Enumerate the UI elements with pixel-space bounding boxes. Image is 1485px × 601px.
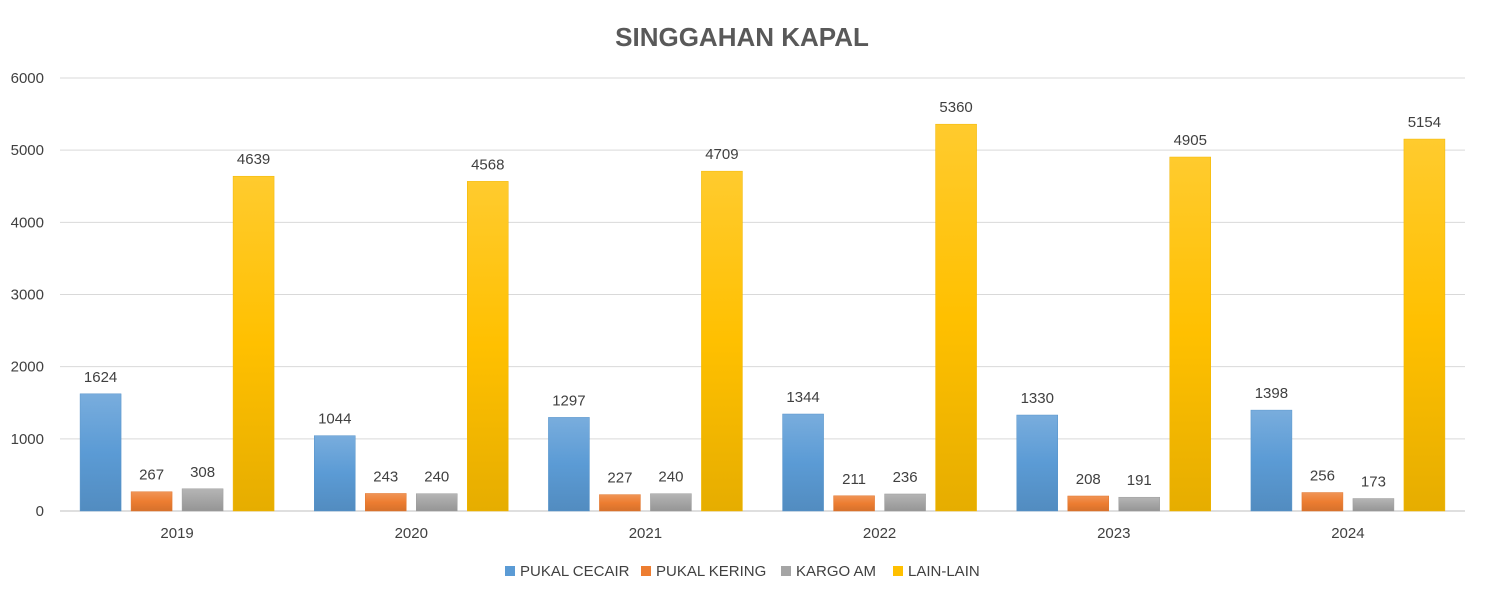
data-label: 240 [658,469,683,486]
bar-pukal-kering-2023 [1067,495,1109,512]
legend-swatch [781,566,791,576]
x-tick-label: 2022 [863,525,896,542]
chart-title: SINGGAHAN KAPAL [615,22,869,52]
y-tick-label: 3000 [11,287,44,304]
bar-kargo-am-2022 [884,493,926,512]
data-label: 1330 [1021,390,1054,407]
data-label: 5360 [939,99,972,116]
y-tick-label: 6000 [11,70,44,87]
bar-pukal-cecair-2019 [79,393,122,512]
bar-pukal-cecair-2022 [782,413,824,512]
data-label: 4709 [705,146,738,163]
data-label: 1297 [552,392,585,409]
bar-pukal-kering-2021 [599,494,641,512]
bar-kargo-am-2023 [1118,496,1160,512]
bar-kargo-am-2024 [1352,498,1395,512]
bar-pukal-cecair-2021 [548,417,590,512]
bar-pukal-kering-2019 [130,491,173,512]
data-label: 240 [424,469,449,486]
data-label: 5154 [1408,114,1441,131]
data-label: 173 [1361,474,1386,491]
data-label: 267 [139,467,164,484]
data-label: 191 [1127,472,1152,489]
data-label: 1044 [318,411,351,428]
legend-swatch [893,566,903,576]
x-tick-label: 2023 [1097,525,1130,542]
data-label: 308 [190,464,215,481]
bar-lain-lain-2020 [467,181,509,512]
y-tick-label: 0 [36,503,44,520]
bar-pukal-cecair-2023 [1016,414,1058,512]
y-tick-label: 1000 [11,431,44,448]
data-label: 4905 [1174,132,1207,149]
gridlines [60,77,1465,512]
bar-pukal-kering-2020 [365,493,407,512]
data-labels: 1624 267 308 4639 1044 243 240 4568 1297 227 240 47… [84,99,1441,490]
legend-label: LAIN-LAIN [908,563,980,580]
data-label: 4639 [237,151,270,168]
bar-lain-lain-2023 [1169,156,1211,512]
bar-lain-lain-2021 [701,170,743,512]
x-tick-label: 2024 [1331,525,1364,542]
bar-kargo-am-2019 [181,488,224,512]
bar-kargo-am-2020 [416,493,458,512]
legend-swatch [641,566,651,576]
legend-label: KARGO AM [796,563,876,580]
data-label: 236 [893,469,918,486]
bar-lain-lain-2024 [1403,138,1446,512]
data-label: 243 [373,468,398,485]
bar-pukal-cecair-2024 [1250,409,1293,512]
x-tick-label: 2019 [160,525,193,542]
data-label: 1398 [1255,385,1288,402]
y-tick-label: 2000 [11,359,44,376]
data-label: 1344 [786,389,819,406]
x-tick-label: 2020 [395,525,428,542]
x-tick-label: 2021 [629,525,662,542]
bar-lain-lain-2022 [935,123,977,512]
legend-label: PUKAL CECAIR [520,563,630,580]
data-label: 211 [842,471,866,488]
data-label: 256 [1310,468,1335,485]
data-label: 1624 [84,369,117,386]
bar-lain-lain-2019 [232,175,275,512]
legend-swatch [505,566,515,576]
bars [79,123,1446,512]
bar-pukal-cecair-2020 [314,435,356,512]
bar-pukal-kering-2022 [833,495,875,512]
legend: PUKAL CECAIR PUKAL KERING KARGO AM LAIN-LAI… [505,563,980,580]
bar-pukal-kering-2024 [1301,492,1344,512]
x-axis-tick-labels: 2019 2020 2021 2022 2023 2024 [160,525,1364,542]
y-tick-label: 4000 [11,214,44,231]
data-label: 208 [1076,471,1101,488]
y-tick-label: 5000 [11,142,44,159]
bar-kargo-am-2021 [650,493,692,512]
data-label: 227 [607,470,632,487]
data-label: 4568 [471,156,504,173]
y-axis-tick-labels: 0 1000 2000 3000 4000 5000 6000 [11,70,44,520]
legend-label: PUKAL KERING [656,563,766,580]
